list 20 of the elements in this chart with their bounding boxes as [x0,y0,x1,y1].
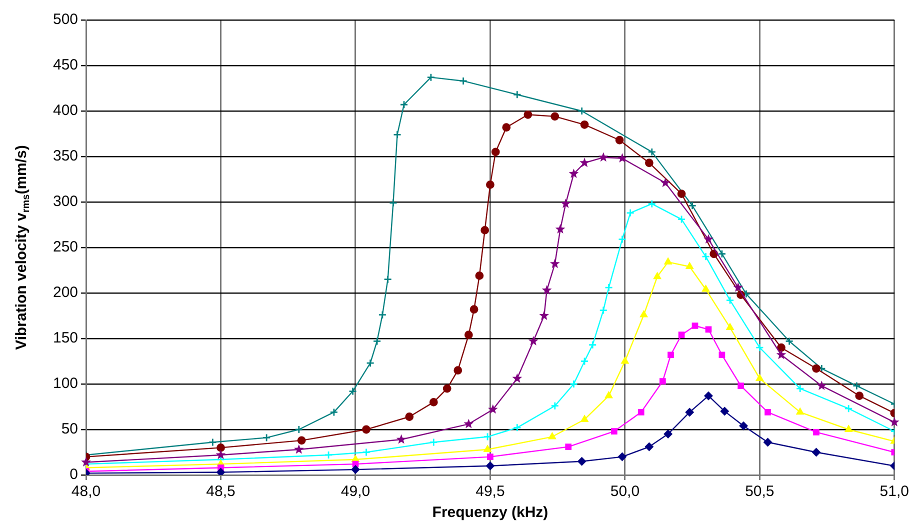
x-tick-label: 48,5 [206,483,236,500]
y-tick-label: 300 [52,193,78,210]
y-tick-label: 0 [70,466,78,484]
y-axis-title: Vibration velocity vrms(mm/s) [13,145,32,350]
x-tick-label: 49,5 [476,483,505,500]
y-tick-label: 350 [52,148,78,165]
x-tick-label: 48,0 [71,483,101,500]
y-tick-label: 250 [52,238,78,256]
y-tick-label: 400 [52,102,78,120]
x-axis-title: Frequenzy (kHz) [432,504,548,522]
x-tick-label: 50,0 [610,483,640,500]
x-tick-label: 51,0 [880,483,910,500]
y-tick-label: 50 [61,420,78,438]
x-tick-label: 50,5 [745,483,774,500]
y-tick-label: 200 [52,284,78,302]
y-tick-label: 450 [52,56,78,74]
y-tick-label: 100 [52,375,78,392]
y-tick-label: 150 [52,330,78,347]
y-tick-label: 500 [52,11,78,28]
x-tick-label: 49,0 [340,483,370,500]
